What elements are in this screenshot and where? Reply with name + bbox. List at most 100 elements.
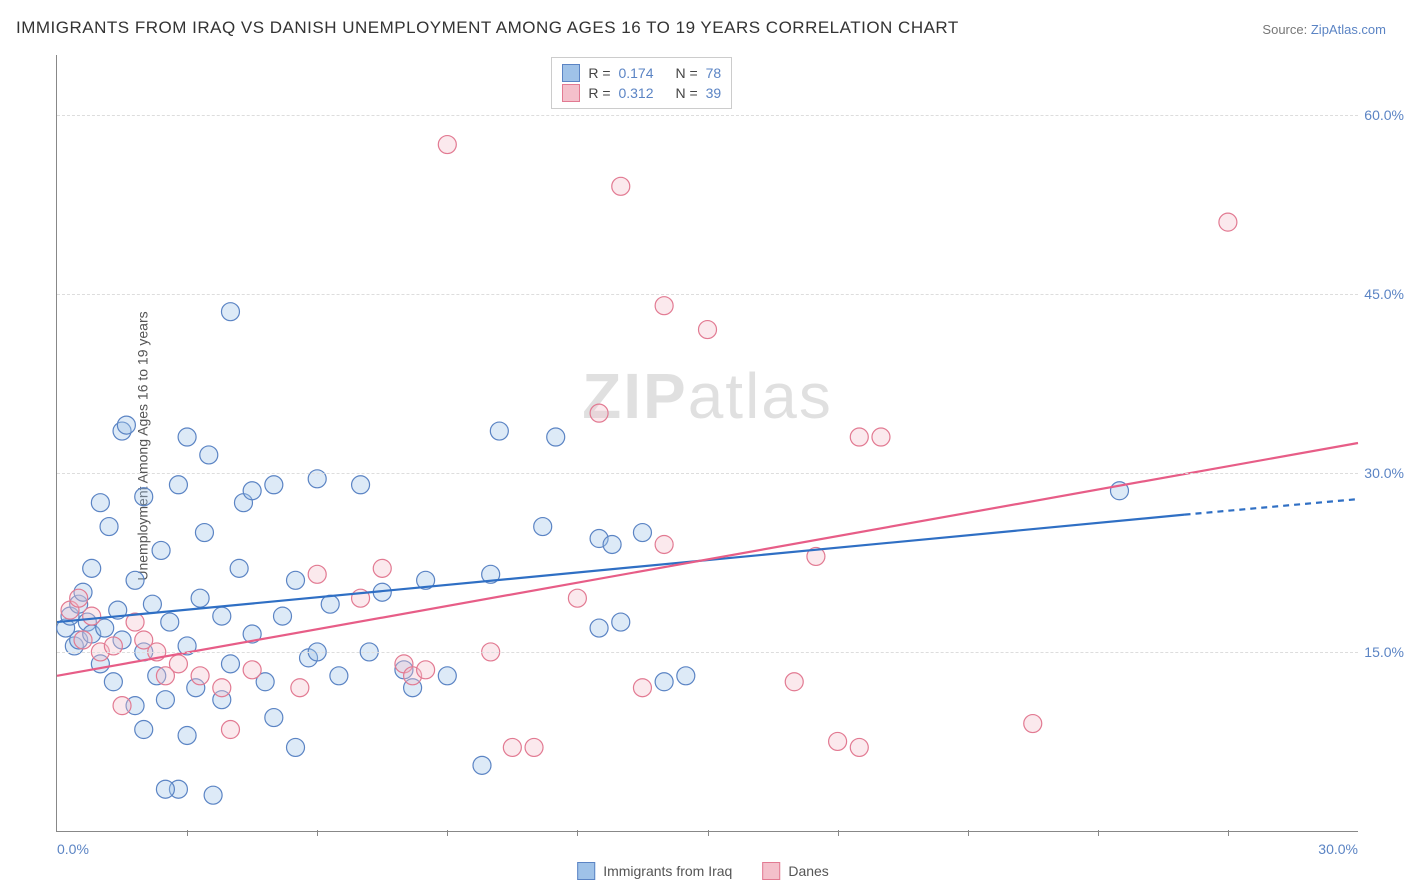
- data-point: [200, 446, 218, 464]
- data-point: [473, 756, 491, 774]
- data-point: [1219, 213, 1237, 231]
- y-tick-label: 60.0%: [1364, 107, 1404, 123]
- data-point: [204, 786, 222, 804]
- data-point: [91, 494, 109, 512]
- data-point: [156, 691, 174, 709]
- legend-n: N = 78: [676, 65, 722, 81]
- data-point: [590, 404, 608, 422]
- data-point: [1024, 715, 1042, 733]
- x-tick: [317, 830, 318, 836]
- legend-swatch: [762, 862, 780, 880]
- data-point: [534, 518, 552, 536]
- data-point: [590, 619, 608, 637]
- data-point: [655, 673, 673, 691]
- data-point: [161, 613, 179, 631]
- data-point: [135, 721, 153, 739]
- scatter-plot-svg: [57, 55, 1358, 831]
- x-tick: [577, 830, 578, 836]
- data-point: [178, 428, 196, 446]
- legend-item: Immigrants from Iraq: [577, 862, 732, 880]
- data-point: [195, 524, 213, 542]
- data-point: [152, 541, 170, 559]
- data-point: [655, 535, 673, 553]
- source-label: Source:: [1262, 22, 1307, 37]
- legend-swatch: [562, 84, 580, 102]
- chart-title: IMMIGRANTS FROM IRAQ VS DANISH UNEMPLOYM…: [16, 18, 959, 38]
- data-point: [135, 488, 153, 506]
- data-point: [169, 655, 187, 673]
- data-point: [191, 589, 209, 607]
- gridline: [57, 652, 1358, 653]
- data-point: [143, 595, 161, 613]
- data-point: [113, 697, 131, 715]
- data-point: [230, 559, 248, 577]
- data-point: [169, 476, 187, 494]
- legend-item: Danes: [762, 862, 828, 880]
- data-point: [373, 559, 391, 577]
- data-point: [568, 589, 586, 607]
- data-point: [308, 565, 326, 583]
- trend-line: [57, 515, 1185, 622]
- legend-r: R = 0.312: [588, 85, 653, 101]
- data-point: [503, 738, 521, 756]
- data-point: [274, 607, 292, 625]
- x-tick: [187, 830, 188, 836]
- data-point: [100, 518, 118, 536]
- data-point: [829, 732, 847, 750]
- data-point: [70, 589, 88, 607]
- data-point: [603, 535, 621, 553]
- legend-n: N = 39: [676, 85, 722, 101]
- data-point: [677, 667, 695, 685]
- data-point: [104, 673, 122, 691]
- data-point: [191, 667, 209, 685]
- data-point: [74, 631, 92, 649]
- data-point: [525, 738, 543, 756]
- legend-label: Immigrants from Iraq: [603, 863, 732, 879]
- data-point: [156, 780, 174, 798]
- data-point: [221, 655, 239, 673]
- data-point: [321, 595, 339, 613]
- legend-label: Danes: [788, 863, 828, 879]
- data-point: [438, 667, 456, 685]
- x-tick: [708, 830, 709, 836]
- legend-r: R = 0.174: [588, 65, 653, 81]
- data-point: [633, 679, 651, 697]
- data-point: [417, 661, 435, 679]
- trend-line: [57, 443, 1358, 676]
- data-point: [287, 571, 305, 589]
- x-tick: [1098, 830, 1099, 836]
- data-point: [633, 524, 651, 542]
- x-tick-label: 30.0%: [1318, 841, 1358, 857]
- data-point: [291, 679, 309, 697]
- x-tick: [838, 830, 839, 836]
- trend-line-extension: [1185, 499, 1358, 515]
- data-point: [83, 559, 101, 577]
- data-point: [221, 303, 239, 321]
- x-tick: [968, 830, 969, 836]
- data-point: [330, 667, 348, 685]
- gridline: [57, 294, 1358, 295]
- data-point: [265, 476, 283, 494]
- data-point: [612, 613, 630, 631]
- data-point: [352, 476, 370, 494]
- data-point: [243, 482, 261, 500]
- data-point: [850, 428, 868, 446]
- data-point: [438, 136, 456, 154]
- x-tick: [1228, 830, 1229, 836]
- y-tick-label: 30.0%: [1364, 465, 1404, 481]
- data-point: [850, 738, 868, 756]
- y-tick-label: 15.0%: [1364, 644, 1404, 660]
- legend-swatch: [577, 862, 595, 880]
- data-point: [221, 721, 239, 739]
- legend-row: R = 0.312 N = 39: [562, 84, 721, 102]
- data-point: [785, 673, 803, 691]
- data-point: [872, 428, 890, 446]
- series-legend: Immigrants from Iraq Danes: [577, 862, 829, 880]
- data-point: [287, 738, 305, 756]
- data-point: [126, 571, 144, 589]
- correlation-legend: R = 0.174 N = 78 R = 0.312 N = 39: [551, 57, 732, 109]
- data-point: [243, 661, 261, 679]
- source-value: ZipAtlas.com: [1311, 22, 1386, 37]
- legend-swatch: [562, 64, 580, 82]
- data-point: [490, 422, 508, 440]
